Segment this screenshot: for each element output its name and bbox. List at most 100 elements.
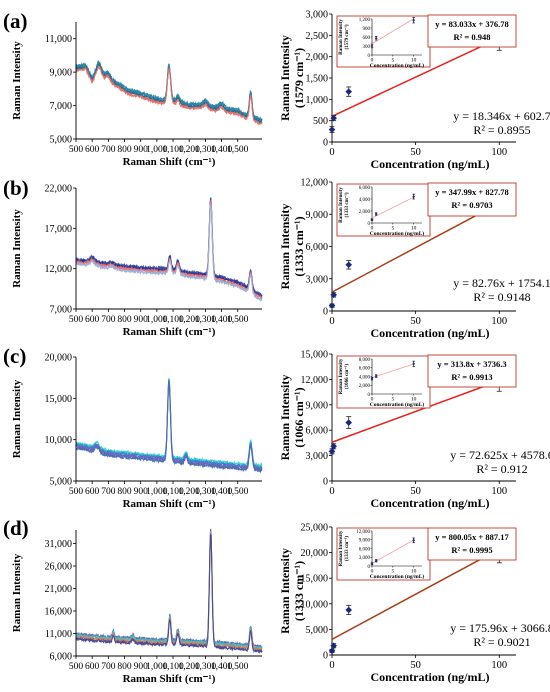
x-tick-label: 1,100 (162, 487, 184, 497)
inset-frame (336, 355, 431, 409)
inset-y-axis-title: Raman Intensity(1579 cm⁻¹) (339, 19, 350, 55)
inset-y-axis-title: Raman Intensity(1333 cm⁻¹) (339, 187, 350, 223)
data-point-marker (328, 647, 336, 655)
x-tick-label: 900 (134, 487, 149, 497)
y-tick-label: 15,000 (301, 350, 329, 361)
fit-r-squared: R² = 0.912 (476, 462, 527, 476)
inset-y-tick-label: 0 (368, 222, 371, 227)
x-tick-label: 1,400 (211, 487, 233, 497)
inset-fit-line (371, 539, 414, 564)
data-point-marker (370, 377, 374, 381)
y-tick-label: 9,000 (50, 68, 73, 79)
x-axis-title: Concentration (ng/mL) (371, 670, 490, 684)
inset-y-tick-label: 3,000 (359, 556, 371, 561)
x-tick-label: 700 (101, 315, 116, 325)
x-tick-label: 700 (101, 487, 116, 497)
data-point-marker (345, 261, 353, 269)
x-tick-label: 600 (85, 487, 100, 497)
x-tick-label: 0 (329, 316, 334, 327)
spectrum-series-line (75, 531, 263, 653)
y-tick-label: 0 (323, 138, 328, 149)
y-tick-label: 5,000 (50, 135, 73, 146)
data-point-marker (370, 44, 374, 48)
inset-x-tick-label: 5 (391, 226, 394, 232)
inset-equation-box (427, 14, 517, 48)
y-axis-title: Raman Intensity (11, 209, 23, 288)
x-tick-label: 1,300 (195, 662, 217, 672)
y-tick-label: 3,000 (306, 451, 329, 462)
spectrum-series-line (75, 65, 263, 126)
x-tick-label: 700 (101, 662, 116, 672)
x-tick-label: 100 (491, 316, 507, 327)
inset-fit-line (371, 363, 414, 379)
inset-fit-line (371, 18, 414, 45)
x-tick-label: 1,200 (179, 315, 201, 325)
y-tick-label: 1,500 (306, 74, 329, 85)
inset-y-tick-label: 12,000 (356, 530, 370, 535)
x-y-axes (75, 188, 262, 310)
inset-chart: 0 3,000 6,000 9,000 12,000 0 5 10Concentration … (336, 527, 517, 581)
x-tick-label: 1,300 (195, 487, 217, 497)
x-axis-title: Concentration (ng/mL) (371, 157, 490, 171)
inset-fit-equation: y = 800.05x + 887.17 (435, 532, 509, 542)
x-tick-label: 600 (85, 662, 100, 672)
inset-equation-box (427, 354, 517, 388)
data-point-marker (328, 448, 336, 455)
inset-x-tick-label: 10 (411, 397, 417, 403)
spectrum-series-line (75, 379, 263, 470)
y-tick-label: 11,000 (45, 629, 72, 640)
inset-equation-box (427, 182, 517, 217)
x-tick-label: 1,300 (195, 145, 217, 155)
y-tick-label: 5,000 (50, 477, 73, 488)
inset-y-tick-label: 2,000 (359, 210, 371, 215)
fit-r-squared: R² = 0.9148 (473, 290, 530, 304)
inset-y-tick-label: 6,000 (359, 547, 371, 552)
spectrum-series-line (75, 380, 263, 474)
fit-line (331, 37, 500, 117)
spectrum-series-line (75, 202, 263, 302)
inset-y-tick-label: 2,000 (359, 384, 371, 389)
inset-x-tick-label: 5 (391, 397, 394, 403)
inset-fit-line (371, 196, 414, 219)
x-tick-label: 0 (329, 660, 334, 671)
data-point-marker (345, 419, 353, 426)
inset-x-axis-title: Concentration (ng/mL) (370, 573, 425, 580)
y-tick-label: 20,000 (45, 353, 73, 364)
data-point-marker (330, 291, 337, 299)
y-axis-title: Raman Intensity (11, 379, 23, 458)
data-point-marker (412, 18, 416, 22)
x-tick-label: 600 (85, 315, 100, 325)
fit-line (331, 548, 500, 640)
inset-y-tick-label: 8,000 (359, 358, 371, 363)
inset-fit-equation: y = 347.99x + 827.78 (435, 187, 508, 197)
y-tick-label: 6,000 (50, 652, 73, 663)
x-tick-label: 700 (101, 145, 116, 155)
inset-frame (336, 183, 431, 237)
spectrum-series-line (75, 199, 263, 301)
y-tick-label: 9,000 (306, 210, 329, 221)
x-tick-label: 100 (491, 486, 507, 497)
spectrum-chart-a: 5,000 7,000 9,000 11,000 500 600 700 800 9001,00… (11, 22, 263, 168)
y-tick-label: 20,000 (301, 548, 329, 559)
y-tick-label: 31,000 (45, 539, 73, 550)
x-tick-label: 1,000 (146, 662, 168, 672)
data-point-marker (328, 302, 336, 309)
fit-equation: y = 175.96x + 3066.8 (450, 621, 550, 635)
x-tick-label: 600 (85, 145, 100, 155)
inset-y-tick-label: 0 (368, 565, 371, 570)
fit-r-squared: R² = 0.9021 (473, 635, 530, 649)
y-axis-title: Raman Intensity(1333 cm⁻¹) (278, 204, 306, 290)
y-tick-label: 15,000 (301, 574, 329, 585)
inset-fit-r-squared: R² = 0.948 (454, 32, 491, 42)
data-point-marker (330, 642, 337, 650)
y-tick-label: 2,000 (306, 52, 329, 63)
y-tick-label: 11,000 (45, 34, 72, 45)
data-point-marker (374, 374, 378, 378)
x-tick-label: 500 (69, 487, 84, 497)
x-tick-label: 50 (410, 147, 421, 158)
